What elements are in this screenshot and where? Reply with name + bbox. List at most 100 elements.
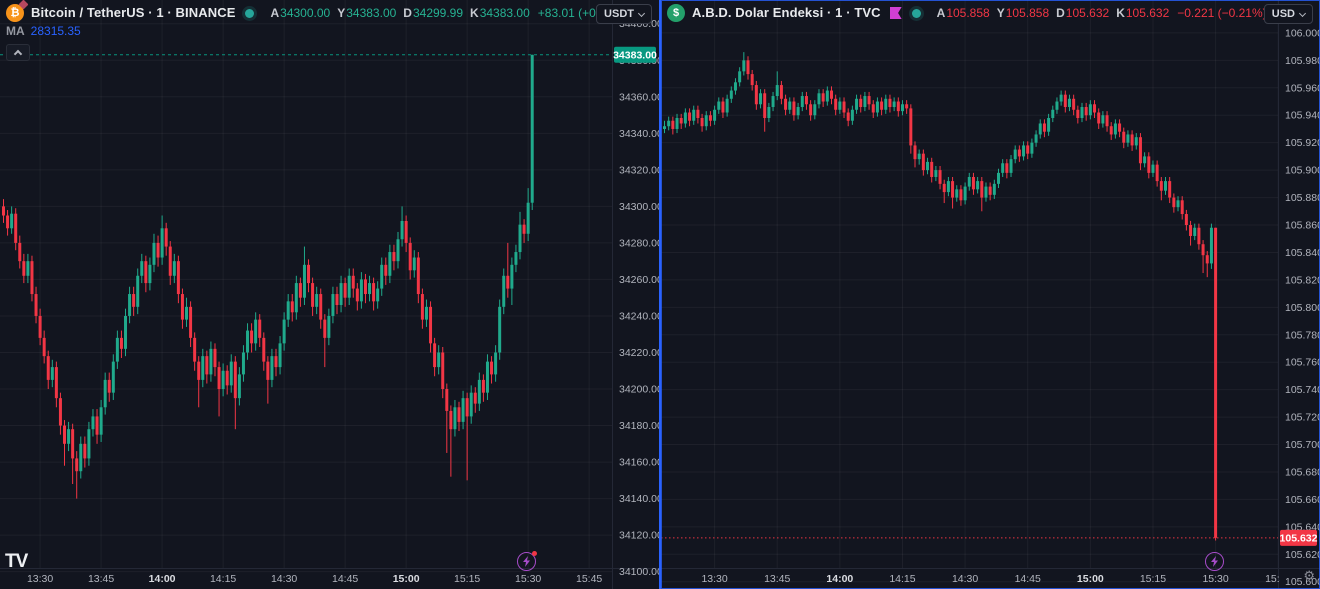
svg-text:14:45: 14:45 [1015, 573, 1041, 585]
change-value: −0.221 (−0.21%) [1177, 6, 1267, 20]
svg-text:34220.00: 34220.00 [619, 347, 659, 359]
svg-text:15:45: 15:45 [1265, 573, 1291, 585]
svg-text:105.880: 105.880 [1285, 192, 1320, 204]
price-scale-btcusdt[interactable] [612, 0, 659, 568]
indicator-legend[interactable]: MA 28315.35 [6, 24, 81, 38]
close-label: K [1116, 6, 1125, 20]
time-scale-btcusdt[interactable] [0, 568, 612, 589]
svg-text:105.600: 105.600 [1285, 576, 1320, 588]
low-value: 105.632 [1065, 6, 1110, 20]
svg-text:105.760: 105.760 [1285, 357, 1320, 369]
flag-icon[interactable] [889, 7, 902, 19]
svg-text:15:00: 15:00 [393, 573, 420, 585]
gear-icon[interactable]: ⚙ [1303, 569, 1315, 584]
svg-text:105.960: 105.960 [1285, 82, 1320, 94]
svg-text:105.660: 105.660 [1285, 494, 1320, 506]
chart-pane-dxy: 106.000 105.980 105.960 105.940 105.920 105.9… [661, 0, 1320, 589]
high-label: Y [337, 6, 346, 20]
svg-text:15:15: 15:15 [1140, 573, 1166, 585]
time-scale-dxy[interactable] [661, 568, 1278, 589]
svg-text:34100.00: 34100.00 [619, 566, 659, 578]
pane-divider[interactable] [659, 0, 661, 589]
svg-text:34340.00: 34340.00 [619, 128, 659, 140]
open-label: A [936, 6, 946, 20]
svg-text:105.720: 105.720 [1285, 412, 1320, 424]
svg-text:13:30: 13:30 [27, 573, 53, 585]
low-label: D [1056, 6, 1065, 20]
svg-text:15:30: 15:30 [515, 573, 541, 585]
close-value: 34383.00 [479, 6, 530, 20]
chart-pane-btcusdt: 34400.0034380.0034360.0034340.0034320.00… [0, 0, 659, 589]
svg-text:34200.00: 34200.00 [619, 384, 659, 396]
svg-text:105.620: 105.620 [1285, 549, 1320, 561]
svg-text:13:45: 13:45 [764, 573, 790, 585]
symbol-title-dxy[interactable]: A.B.D. Dolar Endeksi · 1 · TVC [692, 5, 881, 20]
svg-text:14:00: 14:00 [826, 573, 853, 585]
svg-text:15:45: 15:45 [576, 573, 602, 585]
svg-text:13:45: 13:45 [88, 573, 114, 585]
low-value: 34299.99 [412, 6, 464, 20]
svg-text:34160.00: 34160.00 [619, 457, 659, 469]
high-value: 105.858 [1005, 6, 1050, 20]
market-status-dot [245, 8, 255, 18]
legend-collapse-button[interactable] [6, 44, 30, 61]
svg-text:14:00: 14:00 [149, 573, 176, 585]
indicator-value: 28315.35 [30, 24, 81, 38]
currency-label: USDT [604, 8, 634, 20]
svg-text:105.700: 105.700 [1285, 439, 1320, 451]
svg-text:14:30: 14:30 [271, 573, 297, 585]
svg-text:15:15: 15:15 [454, 573, 480, 585]
open-label: A [270, 6, 280, 20]
svg-text:105.860: 105.860 [1285, 220, 1320, 232]
svg-text:34120.00: 34120.00 [619, 530, 659, 542]
chevron-up-icon [13, 49, 23, 59]
symbol-title-btcusdt[interactable]: Bitcoin / TetherUS · 1 · BINANCE [31, 5, 236, 20]
notification-dot [532, 551, 537, 556]
svg-text:13:30: 13:30 [701, 573, 727, 585]
svg-text:34280.00: 34280.00 [619, 237, 659, 249]
svg-text:105.940: 105.940 [1285, 110, 1320, 122]
svg-text:34360.00: 34360.00 [619, 91, 659, 103]
high-value: 34383.00 [346, 6, 397, 20]
svg-text:14:45: 14:45 [332, 573, 358, 585]
close-label: K [470, 6, 479, 20]
svg-text:105.920: 105.920 [1285, 137, 1320, 149]
svg-text:105.900: 105.900 [1285, 165, 1320, 177]
candlestick-chart-dxy[interactable]: 106.000 105.980 105.960 105.940 105.920 105.9… [661, 0, 1320, 589]
svg-text:105.632: 105.632 [1280, 532, 1318, 544]
svg-text:105.740: 105.740 [1285, 384, 1320, 396]
svg-text:15:30: 15:30 [1202, 573, 1228, 585]
svg-text:105.820: 105.820 [1285, 274, 1320, 286]
indicator-name: MA [6, 24, 25, 38]
currency-toggle-usd[interactable]: USD [1263, 4, 1313, 24]
tradingview-logo: TV [5, 551, 28, 572]
svg-text:105.980: 105.980 [1285, 55, 1320, 67]
ohlc-readout-dxy: A105.858 Y105.858 D105.632 K105.632 −0.2… [937, 4, 1267, 22]
svg-text:34240.00: 34240.00 [619, 310, 659, 322]
svg-text:105.680: 105.680 [1285, 466, 1320, 478]
svg-text:34300.00: 34300.00 [619, 201, 659, 213]
svg-text:14:30: 14:30 [952, 573, 978, 585]
currency-toggle-usdt[interactable]: USDT [596, 4, 652, 24]
svg-text:34180.00: 34180.00 [619, 420, 659, 432]
bitcoin-icon: ₿ [6, 0, 29, 22]
open-value: 105.858 [946, 6, 990, 20]
open-value: 34300.00 [280, 6, 331, 20]
price-scale-dxy[interactable] [1278, 0, 1320, 568]
dollar-icon: $ [667, 4, 685, 22]
low-label: D [403, 6, 412, 20]
chevron-down-icon [637, 9, 646, 17]
ohlc-readout-btcusdt: A34300.00 Y34383.00 D34299.99 K34383.00 … [270, 4, 627, 22]
high-label: Y [996, 6, 1005, 20]
svg-text:15:00: 15:00 [1077, 573, 1104, 585]
svg-text:34320.00: 34320.00 [619, 164, 659, 176]
candlestick-chart-btcusdt[interactable]: 34400.0034380.0034360.0034340.0034320.00… [0, 0, 659, 589]
svg-text:14:15: 14:15 [210, 573, 236, 585]
chevron-down-icon [1298, 9, 1307, 17]
svg-text:14:15: 14:15 [889, 573, 915, 585]
svg-text:34260.00: 34260.00 [619, 274, 659, 286]
svg-text:105.780: 105.780 [1285, 329, 1320, 341]
instant-order-icon[interactable] [517, 551, 537, 571]
instant-order-icon[interactable] [1205, 552, 1224, 571]
